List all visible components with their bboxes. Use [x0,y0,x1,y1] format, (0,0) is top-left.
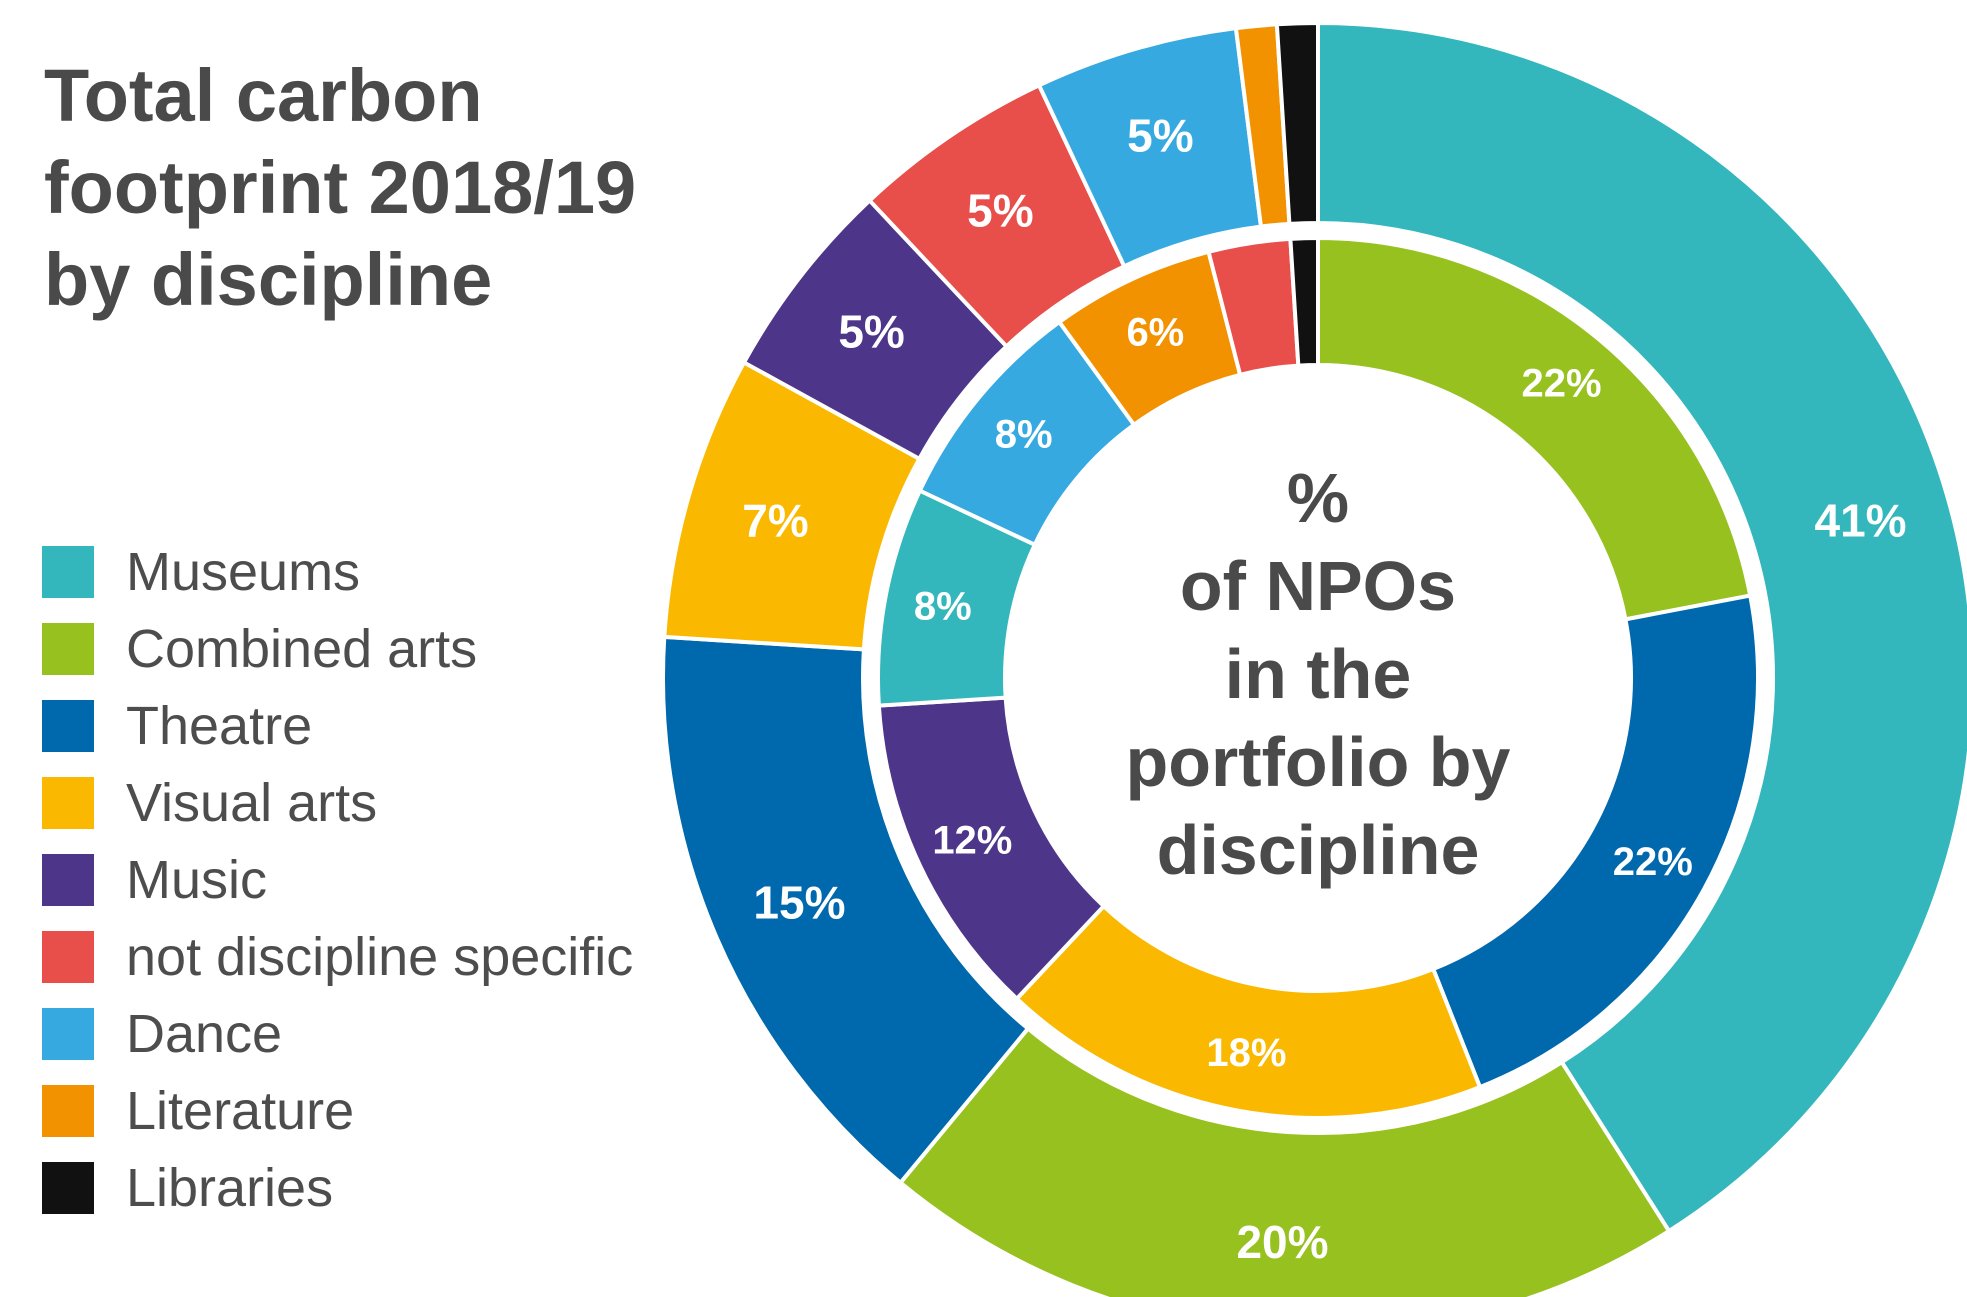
chart-title-line-1: Total carbon [44,54,483,137]
segment-labels: 41% 20% 15% 7% 5% 5% 5% 22% 22% 18% 12% 8% 8% 6% [742,109,1906,1267]
outer-label-combined-arts: 20% [1236,1216,1328,1268]
inner-label-visual-arts: 18% [1206,1031,1286,1075]
legend-swatch [42,1161,94,1214]
inner-label-theatre: 22% [1613,840,1693,884]
legend-item-literature: Literature [42,1072,633,1149]
inner-label-dance: 8% [995,413,1053,457]
legend-label: Dance [126,1003,283,1064]
inner-label-combined-arts: 22% [1521,362,1601,406]
legend-swatch [42,1007,94,1060]
inner-segment-combined-arts [1316,235,1753,622]
legend-label: Museums [126,541,361,602]
inner-segment-libraries [1288,235,1320,368]
legend-item-dance: Dance [42,995,633,1072]
outer-segment-libraries [1274,20,1320,227]
legend-swatch [42,776,94,829]
outer-segment-museums [1316,20,1967,1234]
outer-label-not-discipline-specific: 5% [967,185,1033,237]
outer-label-music: 5% [838,306,904,358]
center-label-line-2: of NPOs [1180,547,1456,625]
legend-label: Combined arts [126,618,478,679]
chart-title: Total carbon footprint 2018/19 by discip… [44,50,764,326]
legend-label: Theatre [126,695,313,756]
chart-title-line-3: by discipline [44,238,493,321]
legend-item-museums: Museums [42,533,633,610]
center-label-line-3: in the [1225,635,1412,713]
legend-swatch [42,1084,94,1137]
inner-label-music: 12% [932,819,1012,863]
outer-segment-combined-arts [897,1025,1672,1297]
outer-ring [661,20,1967,1297]
legend-label: Libraries [126,1157,334,1218]
chart-title-line-2: footprint 2018/19 [44,146,637,229]
legend-item-music: Music [42,841,633,918]
inner-label-museums: 8% [914,584,972,628]
legend-item-visual-arts: Visual arts [42,764,633,841]
outer-label-dance: 5% [1127,109,1193,161]
center-label-line-5: discipline [1157,811,1480,889]
legend-label: Visual arts [126,772,378,833]
center-label-line-4: portfolio by [1126,723,1511,801]
legend-item-libraries: Libraries [42,1149,633,1226]
legend-label: not discipline specific [126,926,634,987]
legend-swatch [42,545,94,598]
chart-legend: Museums Combined arts Theatre Visual arts Mu… [42,533,633,1226]
legend-swatch [42,853,94,906]
inner-segment-theatre [1430,593,1760,1090]
legend-swatch [42,699,94,752]
outer-label-museums: 41% [1815,494,1907,546]
outer-label-visual-arts: 7% [742,494,808,546]
legend-label: Music [126,849,268,910]
legend-swatch [42,930,94,983]
legend-label: Literature [126,1080,355,1141]
inner-ring [876,235,1760,1120]
legend-item-theatre: Theatre [42,687,633,764]
outer-label-theatre: 15% [753,876,845,928]
legend-swatch [42,622,94,675]
center-label: % of NPOs in the portfolio by discipline [1126,459,1511,889]
inner-label-literature: 6% [1126,310,1184,354]
legend-item-combined-arts: Combined arts [42,610,633,687]
legend-item-not-discipline-specific: not discipline specific [42,918,633,995]
center-label-line-1: % [1287,459,1349,537]
